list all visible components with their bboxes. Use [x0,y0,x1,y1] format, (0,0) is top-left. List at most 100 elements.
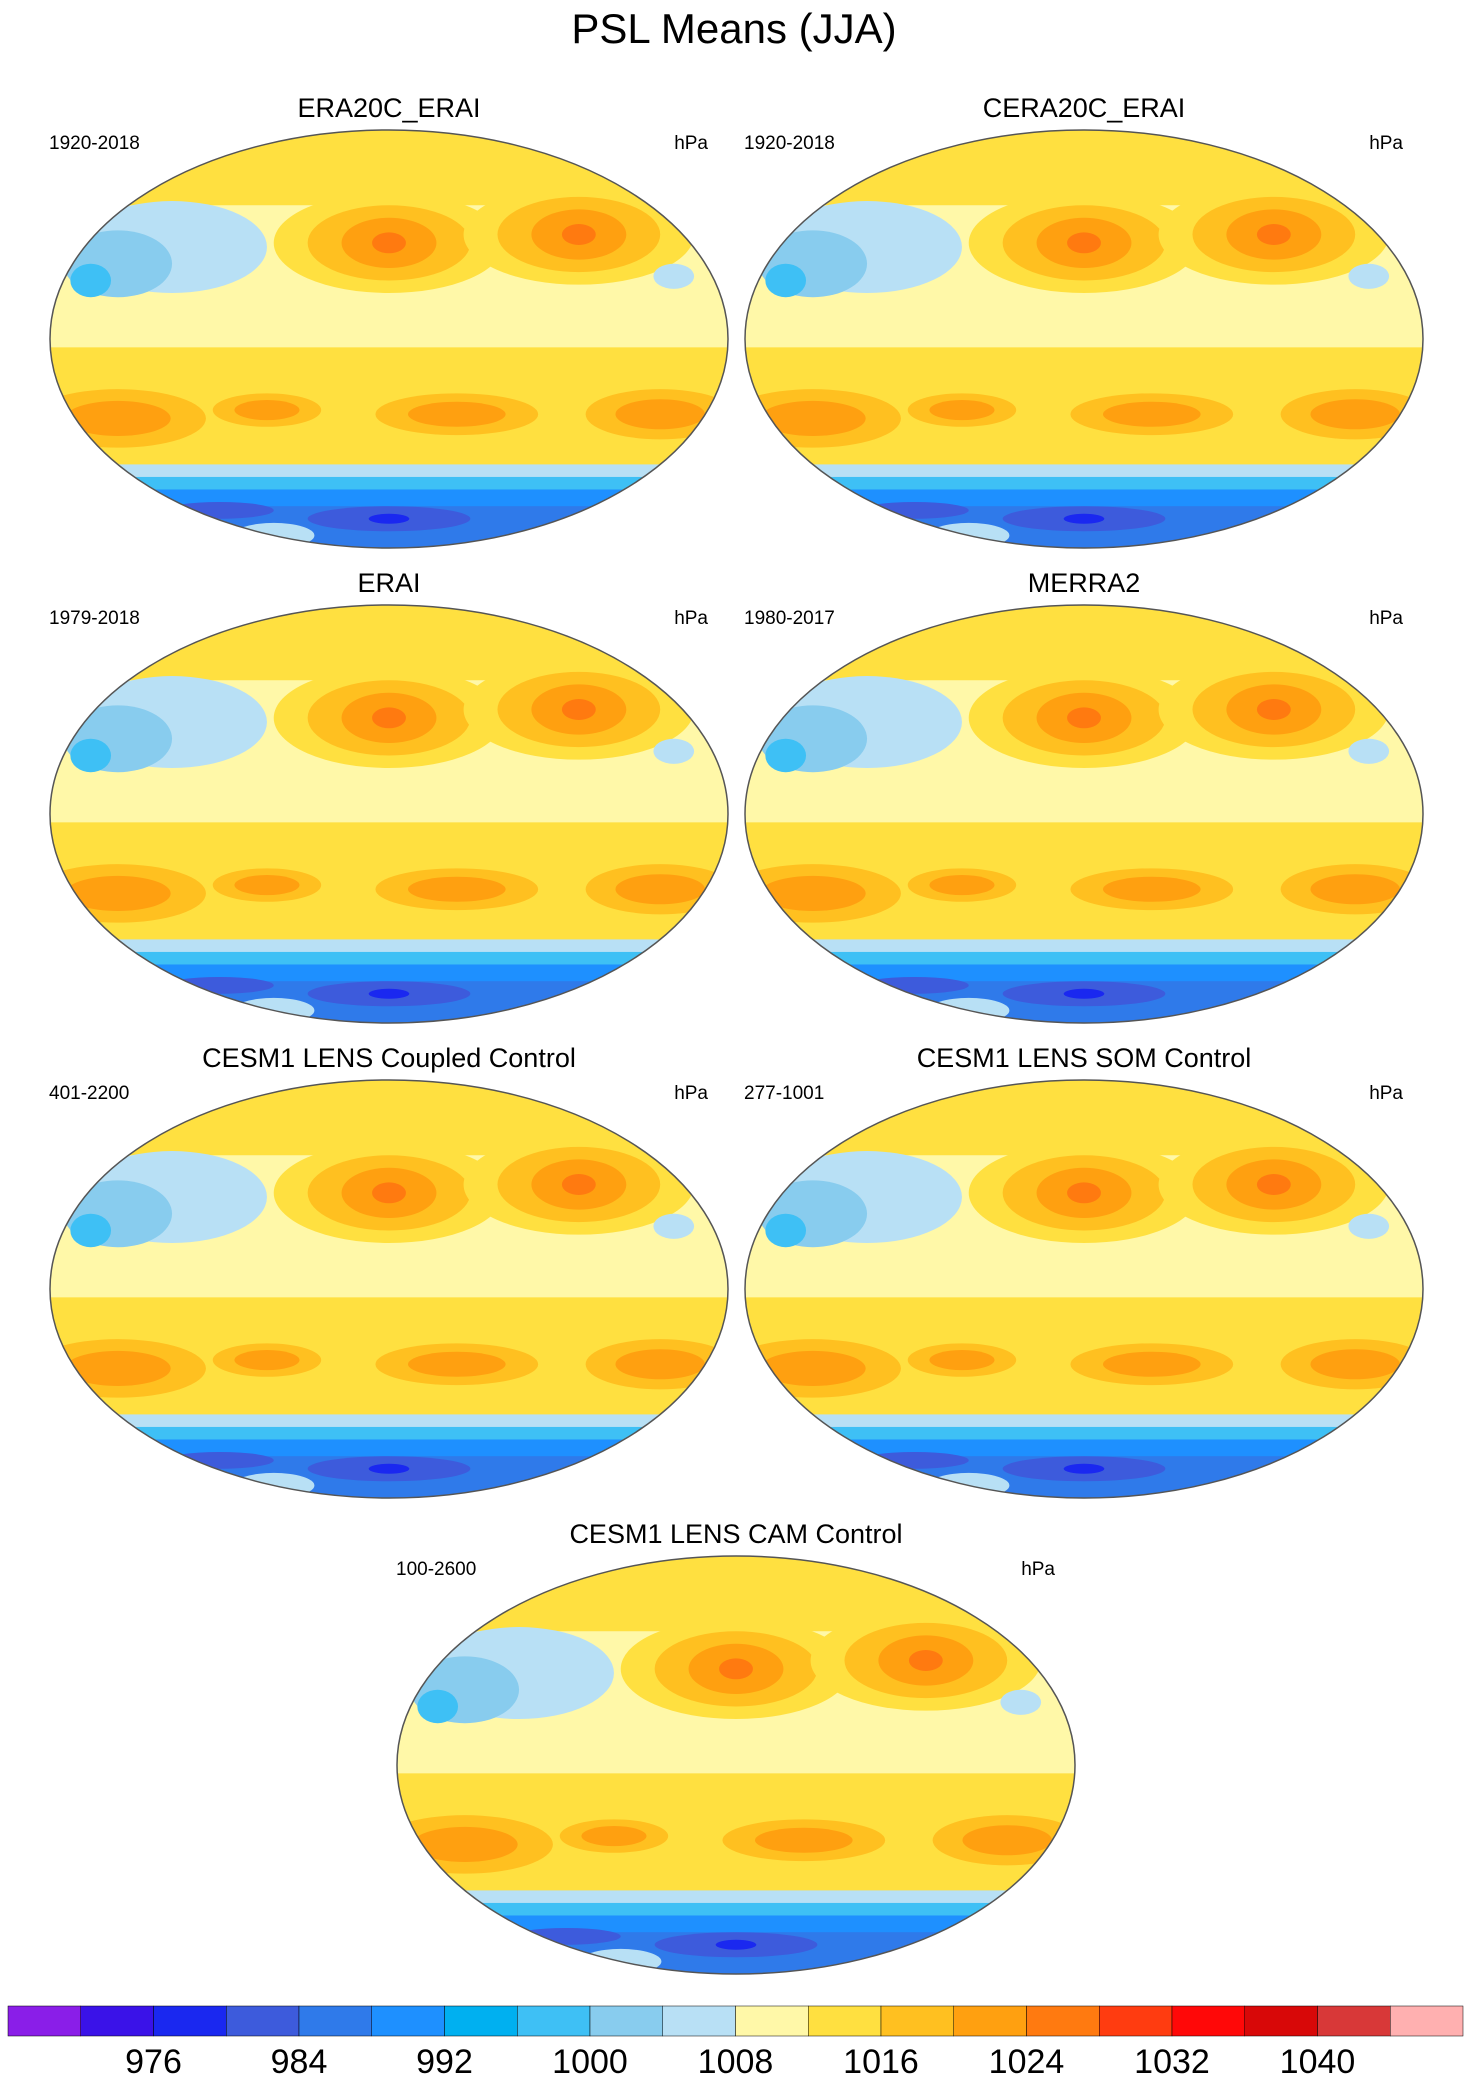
contour-blob [1102,876,1201,902]
contour-blob [64,400,171,436]
contour-blob [372,707,406,729]
contour-blob [1063,513,1105,524]
colorbar-box [662,2005,736,2037]
colorbar: 976 984 992 1000 1008 1016 1024 1032 1040 [7,2005,1464,2081]
colorbar-label: 1000 [552,2043,628,2081]
panel-title: MERRA2 [1028,568,1141,598]
map-fill [745,130,1423,548]
contour-blob [765,1213,807,1248]
map-fill [397,1556,1075,1974]
contour-blob [1102,1351,1201,1377]
contour-blob [70,738,112,773]
panel-units: hPa [1369,1083,1403,1104]
contour-blob [1310,874,1400,905]
panel-period: 1920-2018 [49,133,140,154]
map-fill [745,605,1423,1023]
contour-blob [372,1182,406,1204]
colorbar-box [589,2005,663,2037]
colorbar-box [298,2005,372,2037]
panel-units: hPa [1021,1559,1055,1580]
contour-blob [615,874,705,905]
map-fill [50,605,728,1023]
colorbar-box [953,2005,1027,2037]
contour-blob [234,400,300,421]
colorbar-box [444,2005,518,2037]
map-outline [49,604,729,1024]
contour-blob [407,1351,506,1377]
colorbar-label: 1040 [1280,2043,1356,2081]
map-panel: CERA20C_ERAI 1920-2018 hPa [744,93,1424,549]
contour-blob [908,1650,943,1671]
colorbar-label: 992 [416,2043,473,2081]
contour-blob [1256,699,1291,720]
colorbar-box [517,2005,591,2037]
panel-title: CERA20C_ERAI [983,93,1186,123]
colorbar-box [735,2005,809,2037]
contour-blob [765,263,807,298]
panel-title: ERA20C_ERAI [297,93,480,123]
contour-blob [929,875,995,896]
contour-blob [70,263,112,298]
colorbar-box [1099,2005,1173,2037]
contour-blob [64,1350,171,1386]
contour-blob [70,1213,112,1248]
panel-title: ERAI [357,568,420,598]
panel-period: 1920-2018 [744,133,835,154]
contour-blob [234,875,300,896]
contour-blob [1063,1463,1105,1474]
contour-blob [653,1213,695,1239]
figure-title: PSL Means (JJA) [571,5,896,52]
contour-blob [1348,738,1390,764]
panel-period: 100-2600 [396,1559,476,1580]
colorbar-box [153,2005,227,2037]
contour-blob [754,1827,853,1853]
map-outline [49,1079,729,1499]
map-outline [744,129,1424,549]
colorbar-label: 1032 [1134,2043,1210,2081]
contour-blob [1310,399,1400,430]
contour-blob [615,399,705,430]
colorbar-label: 1008 [698,2043,774,2081]
colorbar-box [226,2005,300,2037]
contour-blob [653,738,695,764]
map-fill [50,130,728,548]
contour-blob [368,988,410,999]
colorbar-box [371,2005,445,2037]
contour-blob [1067,232,1101,254]
colorbar-label: 976 [125,2043,182,2081]
contour-blob [561,1174,596,1195]
colorbar-label: 1016 [843,2043,919,2081]
contour-blob [407,401,506,427]
colorbar-box [1244,2005,1318,2037]
map-panel: ERAI 1979-2018 hPa [49,568,729,1024]
contour-blob [1348,263,1390,289]
panel-units: hPa [674,1083,708,1104]
map-outline [396,1555,1076,1975]
panel-units: hPa [674,133,708,154]
contour-blob [407,876,506,902]
contour-blob [929,1350,995,1371]
contour-blob [765,738,807,773]
colorbar-label: 984 [271,2043,328,2081]
contour-blob [1256,1174,1291,1195]
contour-blob [615,1349,705,1380]
contour-blob [372,232,406,254]
contour-blob [64,875,171,911]
colorbar-box [880,2005,954,2037]
colorbar-box [7,2005,81,2037]
colorbar-box [1390,2005,1464,2037]
panel-units: hPa [1369,133,1403,154]
panel-period: 1979-2018 [49,608,140,629]
panel-title: CESM1 LENS CAM Control [569,1519,902,1549]
map-panel: CESM1 LENS CAM Control 100-2600 hPa [396,1519,1076,1975]
panel-units: hPa [1369,608,1403,629]
map-panel: ERA20C_ERAI 1920-2018 hPa [49,93,729,549]
contour-blob [653,263,695,289]
contour-blob [759,400,866,436]
map-fill [50,1080,728,1498]
contour-blob [1067,707,1101,729]
colorbar-box [808,2005,882,2037]
map-outline [744,604,1424,1024]
panel-title: CESM1 LENS SOM Control [917,1043,1252,1073]
